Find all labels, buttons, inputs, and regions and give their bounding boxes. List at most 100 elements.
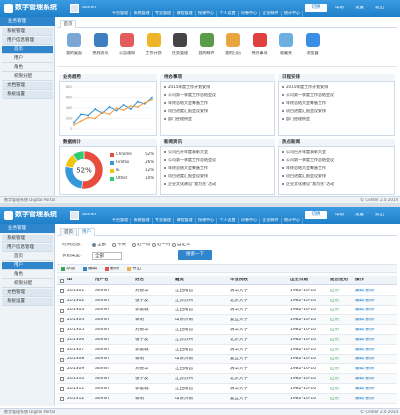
list-item[interactable]: 部门经理例会 bbox=[286, 116, 310, 121]
shortcut-icon[interactable] bbox=[226, 33, 240, 47]
switch-button[interactable]: 切换 bbox=[305, 4, 327, 12]
radio-label[interactable]: 今天 bbox=[117, 243, 126, 247]
nav-item[interactable]: 平台管理 bbox=[110, 218, 131, 224]
shortcut-icon[interactable] bbox=[93, 33, 108, 47]
list-item[interactable]: 项目进度汇报会议安排 bbox=[168, 108, 208, 113]
list-item[interactable]: 年终总结大会筹备工作 bbox=[286, 165, 326, 170]
table-cell[interactable]: 编辑 删除 bbox=[355, 396, 375, 401]
header-action[interactable]: 帮助 bbox=[335, 6, 344, 10]
checkbox[interactable] bbox=[60, 318, 64, 323]
list-item[interactable]: 年终总结大会筹备工作 bbox=[168, 165, 208, 170]
radio-label[interactable]: 全部 bbox=[97, 243, 106, 247]
shortcut-icon[interactable] bbox=[67, 33, 81, 47]
nav-item[interactable]: 系统管理 bbox=[132, 218, 153, 224]
nav-item[interactable]: 专业管理 bbox=[153, 11, 174, 17]
nav-item[interactable]: 个人设置 bbox=[218, 11, 239, 17]
nav-item[interactable]: 问卷中心 bbox=[239, 218, 260, 224]
sidebar-item[interactable]: 用户 bbox=[2, 262, 53, 270]
shortcut-label[interactable]: 待办事项 bbox=[251, 51, 268, 55]
checkbox[interactable] bbox=[60, 338, 64, 342]
table-cell[interactable]: 编辑 删除 bbox=[355, 386, 375, 391]
shortcut-icon[interactable] bbox=[199, 33, 214, 47]
shortcut-icon[interactable] bbox=[120, 33, 134, 47]
radio[interactable] bbox=[112, 243, 116, 247]
shortcut-label[interactable]: 收藏夹 bbox=[280, 51, 292, 55]
shortcut-label[interactable]: 我的日历 bbox=[225, 51, 241, 55]
radio[interactable] bbox=[152, 243, 156, 247]
list-item[interactable]: 公司第一季度工作总结会议 bbox=[286, 92, 334, 97]
checkbox[interactable] bbox=[60, 387, 64, 391]
sidebar-item[interactable]: 系统设置 bbox=[2, 298, 53, 306]
toolbar-button[interactable]: 删除 bbox=[110, 266, 119, 271]
shortcut-label[interactable]: 热线资讯 bbox=[92, 51, 109, 55]
nav-item[interactable]: 统计中心 bbox=[282, 11, 303, 17]
list-item[interactable]: 项目进度汇报会议安排 bbox=[168, 173, 208, 178]
table-cell[interactable]: 编辑 删除 bbox=[355, 337, 375, 342]
table-cell[interactable]: 编辑 删除 bbox=[355, 318, 375, 323]
table-cell[interactable]: 编辑 删除 bbox=[355, 347, 375, 352]
list-item[interactable]: 公司召开年度表彰大会 bbox=[286, 149, 326, 154]
radio-label[interactable]: 近一月 bbox=[157, 243, 171, 247]
list-item[interactable]: 部门经理例会 bbox=[168, 116, 192, 121]
sidebar-item[interactable]: 首页 bbox=[2, 253, 53, 261]
toolbar-button[interactable]: 编辑 bbox=[88, 266, 97, 271]
radio[interactable] bbox=[92, 243, 96, 247]
header-action[interactable]: 帮助 bbox=[335, 213, 344, 217]
shortcut-icon[interactable] bbox=[279, 33, 293, 47]
table-cell[interactable]: 编辑 删除 bbox=[355, 328, 375, 332]
sidebar-item[interactable]: 用户信息管理 bbox=[2, 37, 53, 45]
table-cell[interactable]: 编辑 删除 bbox=[355, 367, 375, 372]
list-item[interactable]: 公司召开年度表彰大会 bbox=[168, 149, 208, 154]
list-item[interactable]: 企业文化建设“我为先”活动 bbox=[168, 181, 217, 186]
sidebar-item[interactable]: 用户信息管理 bbox=[2, 244, 53, 252]
nav-item[interactable]: 授课中心 bbox=[196, 11, 217, 17]
toolbar-button[interactable]: 添加 bbox=[66, 266, 75, 271]
shortcut-label[interactable]: 任务管理 bbox=[172, 51, 188, 55]
list-item[interactable]: 年终总结大会筹备工作 bbox=[286, 100, 326, 105]
status-select[interactable]: 全部 bbox=[92, 252, 122, 260]
sidebar-item[interactable]: 系统管理 bbox=[2, 235, 53, 243]
checkbox[interactable] bbox=[60, 328, 64, 333]
sidebar-item[interactable]: 系统管理 bbox=[2, 28, 53, 36]
search-button[interactable]: 搜索一下 bbox=[178, 250, 212, 260]
list-item[interactable]: 项目进度汇报会议安排 bbox=[286, 108, 326, 113]
list-item[interactable]: 2015年度工作计划安排 bbox=[168, 84, 211, 89]
shortcut-icon[interactable] bbox=[305, 33, 320, 47]
shortcut-label[interactable]: 公告通知 bbox=[119, 51, 135, 55]
sidebar-item[interactable]: 角色 bbox=[2, 271, 53, 279]
sidebar-item[interactable]: 用户 bbox=[2, 55, 53, 63]
list-item[interactable]: 2015年度工作计划安排 bbox=[286, 84, 329, 89]
nav-item[interactable]: 系统管理 bbox=[132, 11, 153, 17]
checkbox[interactable] bbox=[60, 396, 64, 401]
sidebar-item[interactable]: 权限分配 bbox=[2, 73, 53, 81]
radio-label[interactable]: 自定义 bbox=[177, 243, 191, 247]
list-item[interactable]: 公司第一季度工作总结会议 bbox=[168, 92, 216, 97]
nav-item[interactable]: 课程管理 bbox=[175, 218, 196, 224]
checkbox[interactable] bbox=[60, 308, 64, 313]
radio[interactable] bbox=[132, 243, 136, 247]
checkbox[interactable] bbox=[60, 367, 64, 372]
sidebar-item[interactable]: 首页 bbox=[2, 46, 53, 54]
shortcut-label[interactable]: 我的邮件 bbox=[198, 51, 215, 55]
list-item[interactable]: 公司第一季度工作总结会议 bbox=[286, 157, 334, 162]
switch-button[interactable]: 切换 bbox=[305, 211, 327, 219]
checkbox[interactable] bbox=[60, 278, 64, 283]
shortcut-icon[interactable] bbox=[146, 33, 161, 47]
sidebar-item[interactable]: 文档管理 bbox=[2, 82, 53, 90]
nav-item[interactable]: 个人设置 bbox=[218, 218, 239, 224]
nav-item[interactable]: 授课中心 bbox=[196, 218, 217, 224]
list-item[interactable]: 公司第一季度工作总结会议 bbox=[168, 157, 216, 162]
sidebar-item[interactable]: 文档管理 bbox=[2, 289, 53, 297]
table-cell[interactable]: 编辑 删除 bbox=[355, 357, 375, 362]
tab[interactable]: 用户 bbox=[78, 228, 95, 236]
shortcut-icon[interactable] bbox=[173, 33, 187, 47]
table-cell[interactable]: 编辑 删除 bbox=[355, 288, 375, 293]
shortcut-label[interactable]: 我的桌面 bbox=[66, 51, 82, 55]
header-action[interactable]: 设置 bbox=[355, 6, 364, 10]
table-cell[interactable]: 编辑 删除 bbox=[355, 377, 375, 381]
list-item[interactable]: 企业文化建设“我为先”活动 bbox=[286, 181, 335, 186]
checkbox[interactable] bbox=[60, 357, 64, 362]
nav-item[interactable]: 企业邮件 bbox=[261, 218, 282, 224]
list-item[interactable]: 年终总结大会筹备工作 bbox=[168, 100, 208, 105]
nav-item[interactable]: 问卷中心 bbox=[239, 11, 260, 17]
